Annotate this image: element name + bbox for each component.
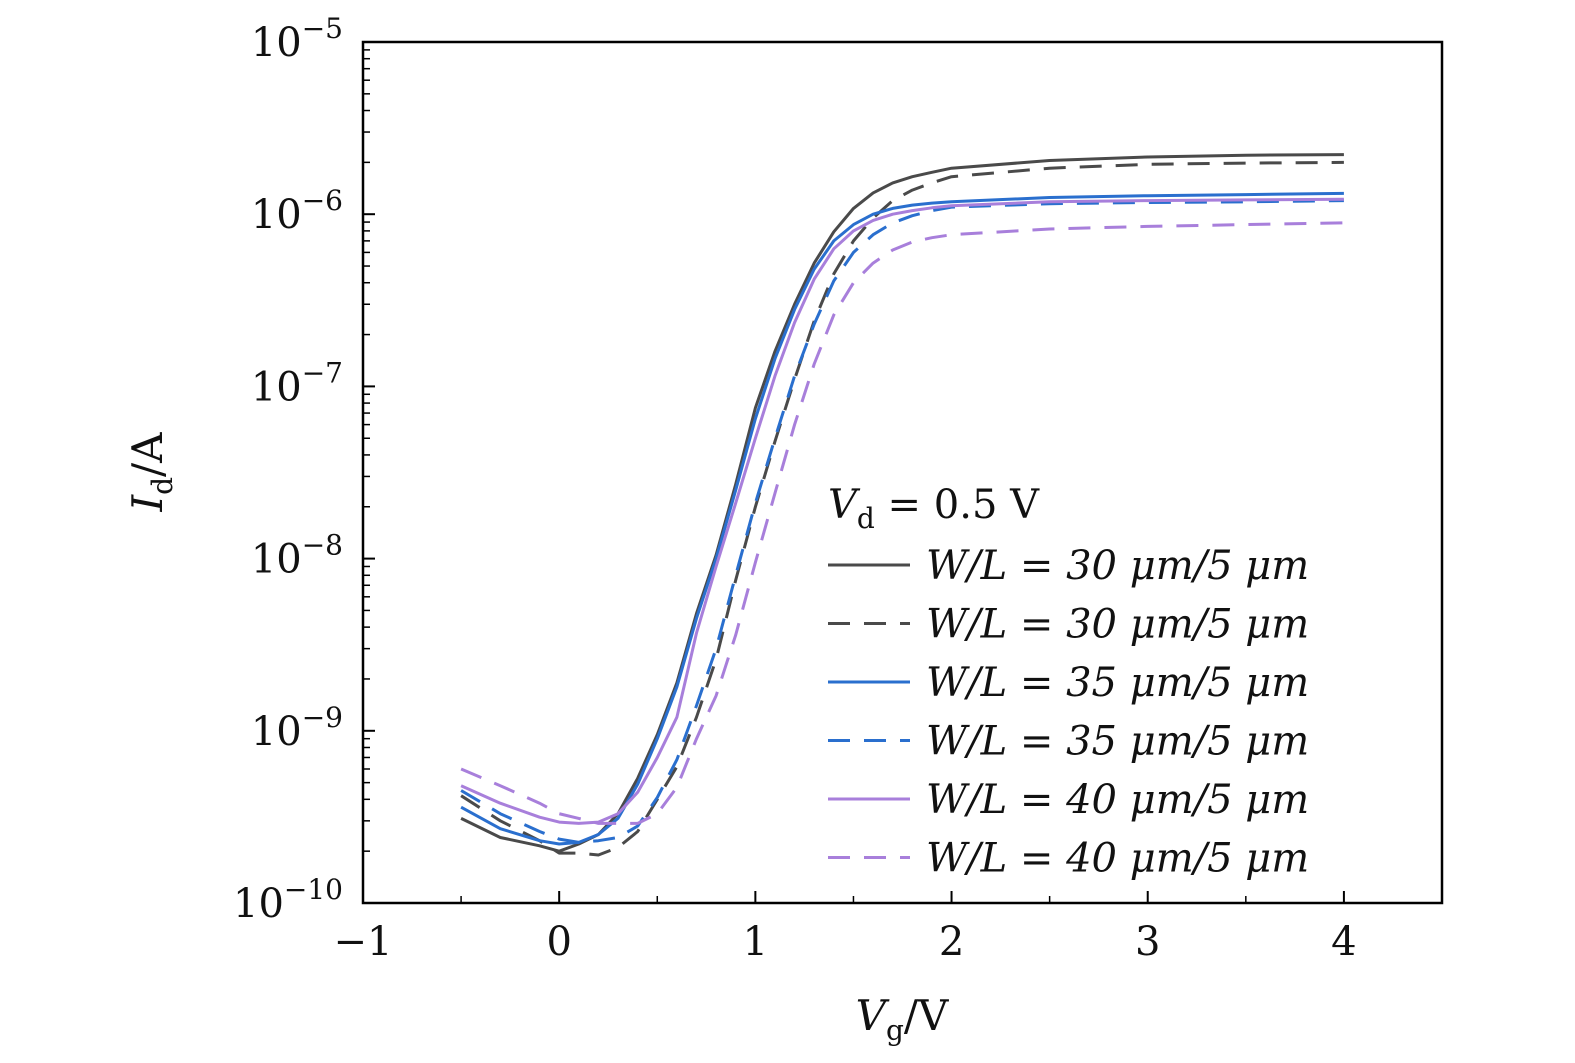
x-tick-label: 4 [1331, 919, 1356, 965]
y-axis-ticks: 10−10 10−9 10−8 10−7 10−6 10−5 [233, 12, 375, 927]
series-layer [460, 153, 1344, 857]
series-line-2 [460, 160, 1344, 857]
series-line-6 [460, 221, 1344, 825]
x-tick-label: 2 [939, 919, 964, 965]
legend-label-2: W/L = 30 μm/5 μm [926, 602, 1309, 648]
y-tick-label: 10−5 [251, 12, 343, 66]
legend-label-4: W/L = 35 μm/5 μm [926, 719, 1309, 765]
x-tick-label: 1 [743, 919, 768, 965]
x-tick-label: −1 [334, 919, 393, 965]
y-tick-label: 10−9 [251, 701, 343, 755]
series-line-5 [460, 197, 1344, 825]
y-tick-label: 10−8 [251, 529, 343, 583]
x-tick-label: 3 [1135, 919, 1160, 965]
y-tick-label: 10−7 [251, 356, 343, 410]
y-tick-label: 10−10 [233, 873, 343, 927]
legend-label-3: W/L = 35 μm/5 μm [926, 660, 1309, 706]
x-axis-label: Vg/V [856, 991, 949, 1047]
series-line-4 [460, 199, 1344, 844]
legend-label-1: W/L = 30 μm/5 μm [926, 543, 1309, 589]
series-line-3 [460, 191, 1344, 846]
plot-frame [361, 40, 1444, 905]
y-tick-label: 10−6 [251, 184, 343, 238]
legend-label-5: W/L = 40 μm/5 μm [926, 777, 1309, 823]
legend: Vd = 0.5 V W/L = 30 μm/5 μm W/L = 30 μm/5… [828, 482, 1309, 882]
x-axis-ticks: −1 0 1 2 3 4 [334, 891, 1357, 965]
legend-label-6: W/L = 40 μm/5 μm [926, 836, 1309, 882]
x-tick-label: 0 [546, 919, 571, 965]
y-axis-label: Id/A [123, 432, 179, 513]
legend-title: Vd = 0.5 V [828, 482, 1040, 535]
